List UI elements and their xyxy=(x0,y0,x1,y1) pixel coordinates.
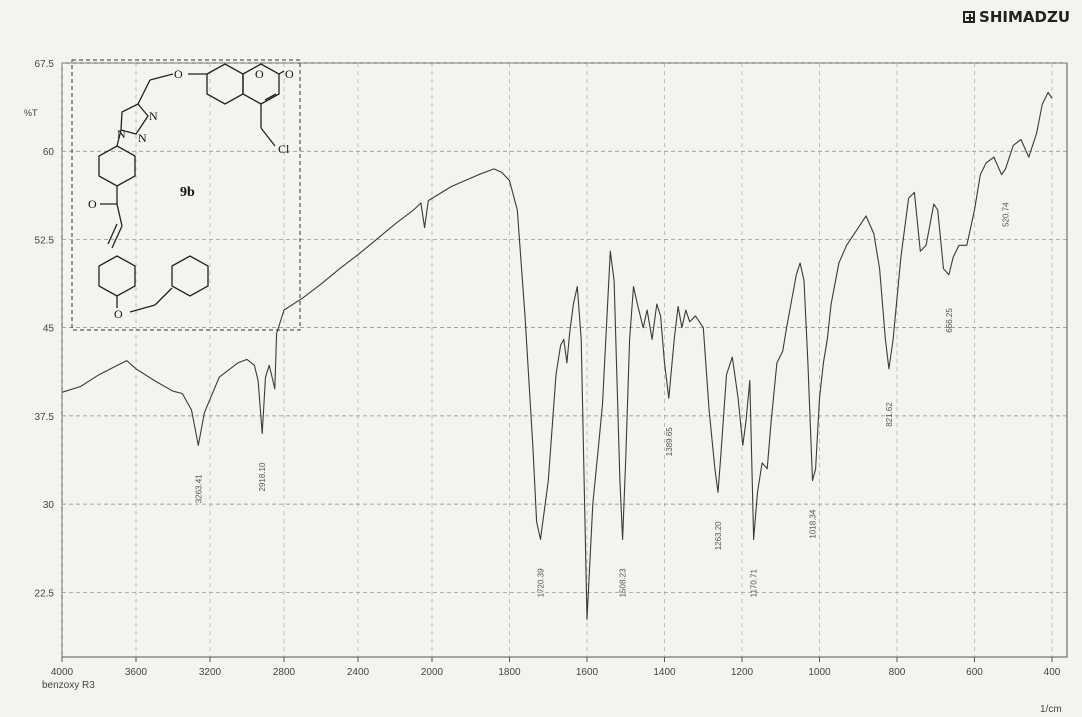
atom-n2: N xyxy=(138,131,147,145)
peak-label: 821.62 xyxy=(885,402,894,427)
peak-label: 2918.10 xyxy=(258,462,267,491)
peak-labels: 3263.41 2918.10 1720.39 1508.23 1389.65 1263.… xyxy=(194,202,1010,598)
y-axis-unit: %T xyxy=(24,108,38,118)
x-tick-label: 1000 xyxy=(808,667,831,678)
atom-cl: Cl xyxy=(278,142,290,156)
peak-label: 1018.34 xyxy=(809,509,818,538)
atom-n1: N xyxy=(149,109,158,123)
atom-o1: O xyxy=(174,67,183,81)
spectrum-series xyxy=(61,91,1053,620)
peak-label: 1720.39 xyxy=(537,568,546,597)
triazole-ring xyxy=(120,103,149,135)
peak-label: 520.74 xyxy=(1002,202,1011,227)
alkene-double-bond xyxy=(107,223,118,245)
phenyl-ring-1 xyxy=(98,145,136,187)
peak-label: 1389.65 xyxy=(665,427,674,456)
atom-o3: O xyxy=(285,67,294,81)
y-tick-label: 60 xyxy=(43,147,55,158)
atom-o5: O xyxy=(114,307,123,321)
benzyl-bond xyxy=(129,304,156,313)
y-tick-label: 37.5 xyxy=(35,412,55,423)
spectrum-line xyxy=(61,91,1053,620)
phenyl-ring-2 xyxy=(98,255,136,297)
ch2cl-bond xyxy=(260,127,276,147)
y-tick-label: 22.5 xyxy=(35,588,55,599)
x-tick-label: 1800 xyxy=(498,667,521,678)
peak-label: 3263.41 xyxy=(194,474,203,503)
enone-bond xyxy=(116,203,123,227)
x-tick-label: 3200 xyxy=(199,667,222,678)
y-tick-label: 30 xyxy=(43,500,55,511)
benzyl-bond xyxy=(154,287,173,306)
y-tick-label: 45 xyxy=(43,324,55,335)
x-tick-label: 1600 xyxy=(576,667,599,678)
structure-inset-frame xyxy=(71,59,301,331)
triazole-aryl-bond xyxy=(116,129,122,147)
coumarin-pyranone-ring xyxy=(242,63,280,105)
structure-drawing xyxy=(98,63,285,313)
methylene-bond xyxy=(137,79,151,105)
x-axis-ticks: 4000 3600 3200 2800 2400 2000 1800 1600 1400 1200… xyxy=(51,657,1061,678)
brand-name: SHIMADZU xyxy=(979,8,1070,26)
brand-logo: SHIMADZU xyxy=(963,8,1070,26)
y-tick-label: 67.5 xyxy=(35,59,55,70)
phenyl-ring-3 xyxy=(171,255,209,297)
coumarin-benzo-ring xyxy=(206,63,244,105)
peak-label: 1170.71 xyxy=(750,569,759,598)
x-tick-label: 800 xyxy=(889,667,906,678)
x-axis-unit: 1/cm xyxy=(1040,704,1062,715)
shimadzu-cross-logo-icon xyxy=(963,11,976,23)
ether-bond xyxy=(149,73,174,81)
y-axis-ticks: 22.5 30 37.5 45 52.5 60 67.5 xyxy=(35,59,55,599)
x-tick-label: 4000 xyxy=(51,667,74,678)
y-tick-label: 52.5 xyxy=(35,235,55,246)
atom-n3: N xyxy=(117,127,126,141)
x-tick-label: 2800 xyxy=(273,667,296,678)
sample-name: benzoxy R3 xyxy=(42,680,95,691)
carbonyl-bond xyxy=(278,70,285,75)
x-tick-label: 3600 xyxy=(125,667,148,678)
x-tick-label: 2400 xyxy=(347,667,370,678)
double-bond xyxy=(264,93,277,101)
x-tick-label: 400 xyxy=(1044,667,1061,678)
peak-label: 1508.23 xyxy=(619,568,628,597)
x-tick-label: 1200 xyxy=(731,667,754,678)
atom-o4: O xyxy=(88,197,97,211)
structure-atom-labels: O O O N N N Cl O O xyxy=(88,67,294,321)
structure-inset: O O O N N N Cl O O xyxy=(71,59,301,331)
x-tick-label: 2000 xyxy=(421,667,444,678)
compound-label: 9b xyxy=(180,185,195,200)
x-tick-label: 600 xyxy=(966,667,983,678)
grid-lines xyxy=(61,62,1067,657)
x-tick-label: 1400 xyxy=(653,667,676,678)
peak-label: 666.25 xyxy=(945,308,954,333)
peak-label: 1263.20 xyxy=(714,521,723,550)
atom-o2: O xyxy=(255,67,264,81)
alkene-bond xyxy=(111,225,123,249)
plot-frame xyxy=(61,62,1068,658)
